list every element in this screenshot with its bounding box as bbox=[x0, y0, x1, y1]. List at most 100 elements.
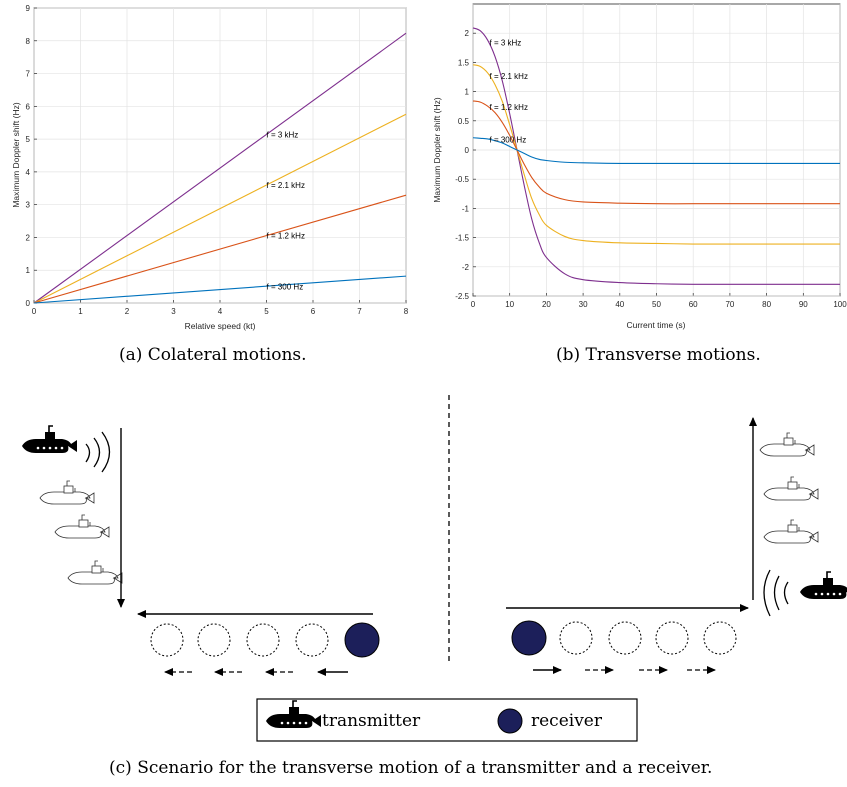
receiver-ghost-circle bbox=[559, 621, 593, 655]
series-line bbox=[472, 64, 841, 245]
x-tick-label: 90 bbox=[799, 300, 808, 309]
submarine-ghost-icon bbox=[759, 432, 815, 457]
transmitter-submarine-icon bbox=[799, 571, 847, 600]
x-tick-label: 4 bbox=[218, 307, 223, 316]
y-tick-label: -1 bbox=[462, 204, 470, 213]
x-tick-label: 70 bbox=[725, 300, 734, 309]
y-tick-label: -0.5 bbox=[455, 175, 469, 184]
legend: transmitter receiver bbox=[256, 698, 638, 742]
x-tick-label: 0 bbox=[32, 307, 37, 316]
y-tick-label: 1.5 bbox=[458, 58, 470, 67]
series-label: f = 300 Hz bbox=[267, 282, 304, 291]
receiver-circle bbox=[511, 620, 547, 656]
legend-receiver-label: receiver bbox=[531, 711, 603, 731]
transmitter-submarine-icon bbox=[21, 425, 78, 454]
sound-wave-icon bbox=[93, 437, 101, 468]
y-tick-label: 8 bbox=[26, 37, 31, 46]
series-lines bbox=[472, 27, 841, 285]
series-label: f = 300 Hz bbox=[490, 135, 527, 144]
series-label: f = 3 kHz bbox=[267, 131, 299, 140]
x-tick-label: 7 bbox=[357, 307, 362, 316]
legend-transmitter-label: transmitter bbox=[322, 711, 421, 731]
y-axis-label: Maximum Doppler shift (Hz) bbox=[11, 102, 21, 207]
y-tick-label: 5 bbox=[26, 135, 31, 144]
submarine-ghost-icon bbox=[763, 476, 819, 501]
chart-colateral-motions: 0 1 2 3 4 5 6 7 8 0 1 2 3 4 5 6 7 8 9 f = 3 kHz f = 2.1 kHz… bbox=[11, 4, 409, 331]
tick-labels: 0 10 20 30 40 50 60 70 80 90 100 -2.5 -2 -1.5 -1 -0.5 0 0… bbox=[455, 29, 847, 309]
y-axis-label: Maximum Doppler shift (Hz) bbox=[432, 97, 442, 202]
x-tick-label: 30 bbox=[579, 300, 588, 309]
sound-wave-icon bbox=[101, 431, 111, 473]
y-tick-label: 6 bbox=[26, 102, 31, 111]
series-label: f = 3 kHz bbox=[490, 39, 522, 48]
x-tick-label: 3 bbox=[171, 307, 176, 316]
series-lines bbox=[33, 32, 407, 304]
x-tick-label: 5 bbox=[264, 307, 269, 316]
y-tick-label: 0 bbox=[465, 146, 470, 155]
tick-labels: 0 1 2 3 4 5 6 7 8 0 1 2 3 4 5 6 7 8 9 bbox=[26, 4, 409, 316]
y-tick-label: 1 bbox=[465, 88, 470, 97]
y-tick-label: 1 bbox=[26, 266, 31, 275]
x-axis-label: Current time (s) bbox=[626, 320, 685, 330]
series-line bbox=[33, 194, 407, 304]
receiver-circle bbox=[344, 622, 380, 658]
x-tick-label: 80 bbox=[762, 300, 771, 309]
chart-transverse-motions: 0 10 20 30 40 50 60 70 80 90 100 -2.5 -2 -1.5 -1 -0.5 0 0… bbox=[432, 3, 847, 330]
submarine-ghost-icon bbox=[54, 514, 110, 539]
x-tick-label: 50 bbox=[652, 300, 661, 309]
x-tick-label: 10 bbox=[505, 300, 514, 309]
receiver-ghost-circle bbox=[608, 621, 642, 655]
x-tick-label: 1 bbox=[78, 307, 83, 316]
grid bbox=[33, 7, 407, 304]
series-label: f = 1.2 kHz bbox=[490, 103, 528, 112]
series-label: f = 1.2 kHz bbox=[267, 231, 305, 240]
series-line bbox=[472, 27, 840, 285]
receiver-ghost-circle bbox=[246, 623, 280, 657]
x-tick-label: 0 bbox=[471, 300, 476, 309]
x-tick-label: 2 bbox=[125, 307, 130, 316]
series-annotations: f = 3 kHz f = 2.1 kHz f = 1.2 kHz f = 300 H… bbox=[490, 39, 528, 145]
series-line bbox=[33, 113, 407, 304]
x-tick-label: 60 bbox=[689, 300, 698, 309]
series-line bbox=[33, 275, 407, 304]
sound-wave-icon bbox=[85, 443, 91, 463]
x-axis-label: Relative speed (kt) bbox=[185, 321, 256, 331]
receiver-ghost-circle bbox=[197, 623, 231, 657]
series-line bbox=[472, 137, 840, 165]
series-annotations: f = 3 kHz f = 2.1 kHz f = 1.2 kHz f = 300 H… bbox=[267, 131, 305, 292]
y-tick-label: -2.5 bbox=[455, 292, 469, 301]
y-tick-label: -2 bbox=[462, 263, 470, 272]
receiver-ghost-circle bbox=[655, 621, 689, 655]
caption-a: (a) Colateral motions. bbox=[119, 345, 307, 365]
y-tick-label: 0.5 bbox=[458, 117, 470, 126]
y-tick-label: 0 bbox=[26, 299, 31, 308]
scenario-diagram: transmitter receiver bbox=[21, 395, 847, 742]
y-tick-label: 4 bbox=[26, 168, 31, 177]
y-tick-label: 2 bbox=[465, 29, 470, 38]
y-tick-label: 2 bbox=[26, 233, 31, 242]
sound-wave-icon bbox=[763, 569, 771, 617]
y-tick-label: -1.5 bbox=[455, 234, 469, 243]
series-line bbox=[33, 32, 407, 304]
y-tick-label: 9 bbox=[26, 4, 31, 13]
x-tick-label: 40 bbox=[615, 300, 624, 309]
submarine-ghost-icon bbox=[67, 560, 123, 585]
series-label: f = 2.1 kHz bbox=[490, 72, 528, 81]
x-tick-label: 20 bbox=[542, 300, 551, 309]
receiver-ghost-circle bbox=[150, 623, 184, 657]
x-tick-label: 100 bbox=[833, 300, 847, 309]
x-tick-label: 6 bbox=[311, 307, 316, 316]
receiver-ghost-circle bbox=[703, 621, 737, 655]
sound-wave-icon bbox=[783, 581, 789, 605]
x-tick-label: 8 bbox=[404, 307, 409, 316]
submarine-ghost-icon bbox=[763, 519, 819, 544]
series-line bbox=[472, 100, 840, 205]
sound-wave-icon bbox=[773, 575, 780, 611]
series-label: f = 2.1 kHz bbox=[267, 181, 305, 190]
caption-b: (b) Transverse motions. bbox=[556, 345, 761, 365]
submarine-ghost-icon bbox=[39, 480, 95, 505]
y-tick-label: 3 bbox=[26, 201, 31, 210]
y-tick-label: 7 bbox=[26, 70, 31, 79]
receiver-legend-icon bbox=[497, 708, 523, 734]
